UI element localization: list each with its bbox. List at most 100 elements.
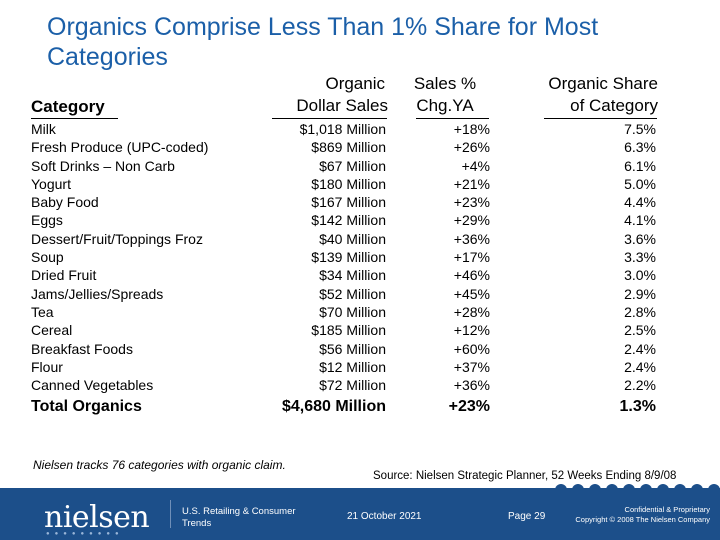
- row-category: Fresh Produce (UPC-coded): [31, 139, 209, 156]
- row-share: 3.0%: [624, 267, 656, 284]
- row-share: 5.0%: [624, 175, 656, 192]
- row-sales: $56 Million: [319, 340, 386, 357]
- row-category: Dried Fruit: [31, 267, 97, 284]
- row-sales: $180 Million: [311, 175, 386, 192]
- row-sales: $185 Million: [311, 322, 386, 339]
- table-row: Tea $70 Million +28% 2.8%: [31, 303, 671, 321]
- row-sales: $142 Million: [311, 212, 386, 229]
- header-sales-change: Sales % Chg.YA: [395, 73, 495, 117]
- header-sales-line1: Organic: [325, 74, 385, 93]
- table-row: Eggs $142 Million +29% 4.1%: [31, 211, 671, 229]
- total-row: Total Organics $4,680 Million +23% 1.3%: [31, 396, 671, 418]
- header-share-line1: Organic Share: [548, 74, 658, 93]
- row-share: 4.4%: [624, 194, 656, 211]
- row-sales: $40 Million: [319, 230, 386, 247]
- row-sales: $1,018 Million: [299, 121, 386, 137]
- row-share: 2.5%: [624, 322, 656, 339]
- header-category-underline: [31, 118, 118, 119]
- row-sales: $52 Million: [319, 285, 386, 302]
- row-category: Soup: [31, 249, 64, 266]
- row-category: Canned Vegetables: [31, 377, 154, 394]
- row-sales: $34 Million: [319, 267, 386, 284]
- header-share-line2: of Category: [570, 96, 658, 115]
- header-share-underline: [544, 118, 657, 119]
- footer-divider: [170, 500, 171, 528]
- row-chg: +4%: [461, 157, 490, 174]
- row-category: Milk: [31, 121, 56, 137]
- row-category: Breakfast Foods: [31, 340, 133, 357]
- row-chg: +45%: [453, 285, 490, 302]
- row-chg: +46%: [453, 267, 490, 284]
- row-category: Eggs: [31, 212, 63, 229]
- row-category: Flour: [31, 358, 63, 375]
- row-chg: +23%: [453, 194, 490, 211]
- row-share: 6.1%: [624, 157, 656, 174]
- footer-bar: [0, 488, 720, 540]
- row-sales: $67 Million: [319, 157, 386, 174]
- footer-copyright: Confidential & Proprietary Copyright © 2…: [575, 505, 710, 525]
- row-sales: $72 Million: [319, 377, 386, 394]
- table-row: Dessert/Fruit/Toppings Froz $40 Million +3…: [31, 230, 671, 248]
- footer-copyright-text: Copyright © 2008 The Nielsen Company: [575, 515, 710, 524]
- header-chg-line2: Chg.YA: [416, 96, 474, 115]
- table-row: Dried Fruit $34 Million +46% 3.0%: [31, 266, 671, 284]
- row-category: Tea: [31, 303, 54, 320]
- row-sales: $70 Million: [319, 303, 386, 320]
- row-chg: +37%: [453, 358, 490, 375]
- row-share: 7.5%: [624, 121, 656, 137]
- footer-page-number: Page 29: [508, 511, 546, 522]
- table-row: Soft Drinks – Non Carb $67 Million +4% 6.1%: [31, 157, 671, 175]
- header-sales-underline: [272, 118, 387, 119]
- row-category: Dessert/Fruit/Toppings Froz: [31, 230, 203, 247]
- row-chg: +18%: [453, 121, 490, 137]
- table-row: Baby Food $167 Million +23% 4.4%: [31, 193, 671, 211]
- row-share: 3.3%: [624, 249, 656, 266]
- footer-confidential: Confidential & Proprietary: [624, 505, 710, 514]
- row-sales: $869 Million: [311, 139, 386, 156]
- nielsen-logo: nielsen: [44, 500, 150, 535]
- row-share: 2.8%: [624, 303, 656, 320]
- row-sales: $139 Million: [311, 249, 386, 266]
- footer-date: 21 October 2021: [347, 511, 422, 522]
- header-chg-line1: Sales %: [413, 74, 477, 93]
- row-sales: $167 Million: [311, 194, 386, 211]
- row-share: 2.4%: [624, 340, 656, 357]
- row-share: 3.6%: [624, 230, 656, 247]
- total-sales: $4,680 Million: [281, 398, 386, 416]
- row-category: Yogurt: [31, 175, 71, 192]
- row-category: Baby Food: [31, 194, 99, 211]
- table-row: Soup $139 Million +17% 3.3%: [31, 248, 671, 266]
- row-chg: +36%: [453, 377, 490, 394]
- table-row: Yogurt $180 Million +21% 5.0%: [31, 175, 671, 193]
- row-category: Cereal: [31, 322, 73, 339]
- row-share: 4.1%: [624, 212, 656, 229]
- row-share: 2.4%: [624, 358, 656, 375]
- total-share: 1.3%: [619, 398, 656, 416]
- row-chg: +28%: [453, 303, 490, 320]
- row-category: Jams/Jellies/Spreads: [31, 285, 164, 302]
- row-sales: $12 Million: [319, 358, 386, 375]
- row-chg: +36%: [453, 230, 490, 247]
- total-category: Total Organics: [31, 398, 142, 416]
- category-table: Milk $1,018 Million +18% 7.5% Fresh Produce…: [31, 120, 671, 418]
- row-share: 2.2%: [624, 377, 656, 394]
- row-chg: +29%: [453, 212, 490, 229]
- header-sales-line2: Dollar Sales: [296, 96, 388, 115]
- table-row: Jams/Jellies/Spreads $52 Million +45% 2.9%: [31, 285, 671, 303]
- table-row: Cereal $185 Million +12% 2.5%: [31, 321, 671, 339]
- table-row: Milk $1,018 Million +18% 7.5%: [31, 120, 671, 138]
- row-chg: +60%: [453, 340, 490, 357]
- header-chg-underline: [416, 118, 489, 119]
- table-row: Flour $12 Million +37% 2.4%: [31, 358, 671, 376]
- total-chg: +23%: [448, 398, 490, 416]
- header-organic-dollar-sales: Organic Dollar Sales: [258, 73, 388, 117]
- footnote: Nielsen tracks 76 categories with organi…: [33, 458, 286, 472]
- row-share: 6.3%: [624, 139, 656, 156]
- table-row: Canned Vegetables $72 Million +36% 2.2%: [31, 376, 671, 394]
- slide-title: Organics Comprise Less Than 1% Share for…: [47, 13, 599, 71]
- row-chg: +21%: [453, 175, 490, 192]
- row-share: 2.9%: [624, 285, 656, 302]
- header-organic-share: Organic Share of Category: [508, 73, 658, 117]
- row-chg: +12%: [453, 322, 490, 339]
- header-category: Category: [31, 97, 105, 116]
